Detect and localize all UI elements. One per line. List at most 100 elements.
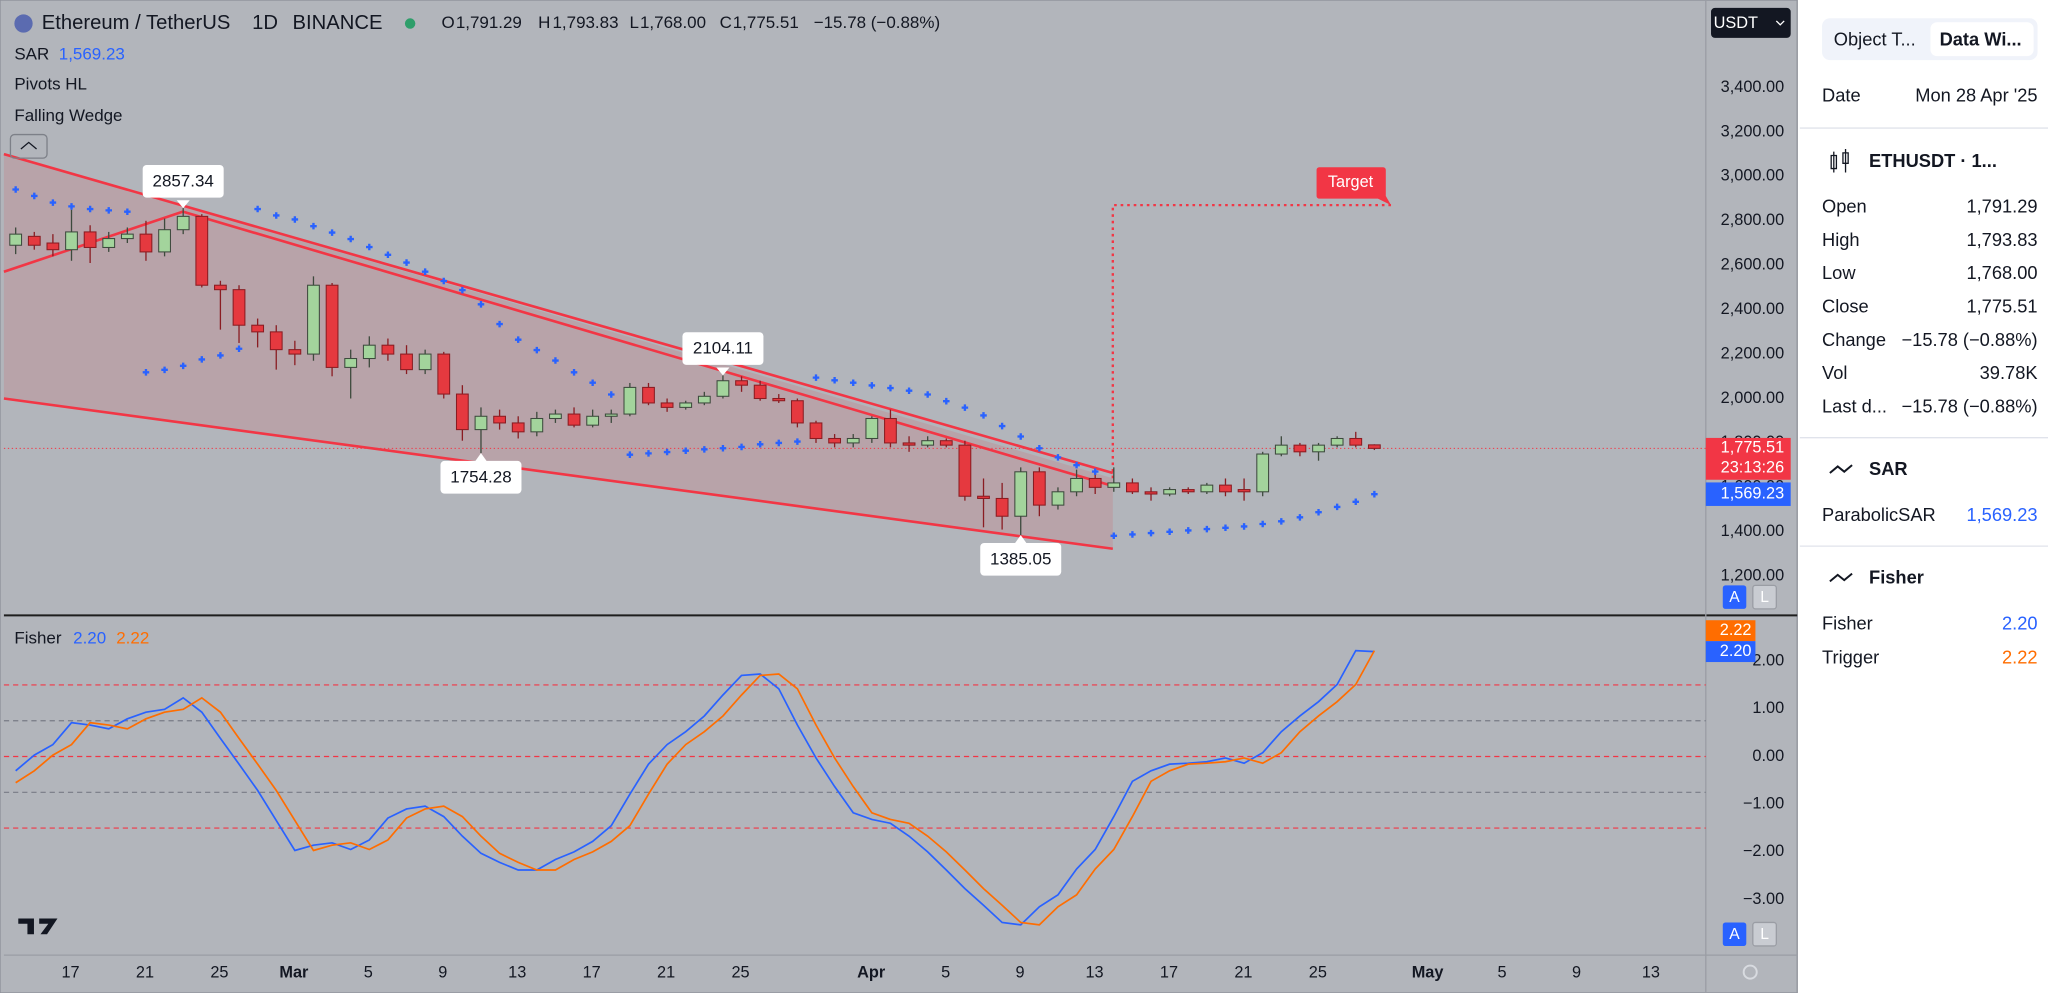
wedge-line	[3, 397, 1113, 551]
fisher-legend-value: 2.20	[73, 628, 106, 647]
x-tick-label: 5	[1498, 964, 1507, 982]
last-price-tag	[1705, 437, 1791, 480]
candle-body	[1014, 471, 1028, 517]
dw-label: Fisher	[1822, 612, 1873, 633]
candle-body	[586, 415, 600, 426]
symbol: Ethereum / TetherUS	[42, 12, 231, 34]
wedge-legend: Falling Wedge	[14, 106, 122, 125]
sar-dot	[1036, 444, 1043, 452]
candle-body	[83, 231, 97, 248]
interval: 1D	[252, 12, 278, 34]
auto-label: A	[1729, 589, 1740, 606]
candle-body	[362, 344, 376, 360]
currency: USDT	[1714, 14, 1758, 32]
x-tick-label: 5	[364, 964, 373, 982]
sar-dot	[868, 382, 876, 389]
auto-button[interactable]	[1722, 585, 1747, 609]
dw-label: Last d...	[1822, 395, 1887, 416]
currency-button[interactable]	[1711, 7, 1791, 38]
candle-body	[772, 397, 786, 402]
sar-dot	[49, 199, 57, 206]
candle-body	[884, 417, 897, 444]
candle-body	[530, 417, 544, 433]
y-tick-label: 1.00	[1752, 699, 1784, 717]
falling-wedge: Target	[3, 152, 1392, 551]
dw-value: 1,768.00	[1966, 262, 2037, 283]
candle-body	[1312, 444, 1325, 453]
target-label: Target	[1328, 173, 1374, 191]
candle-body	[697, 395, 711, 404]
sar-dot	[179, 362, 187, 370]
pivot-label: 1385.05	[990, 549, 1051, 568]
dw-value: −15.78 (−0.88%)	[1901, 329, 2037, 350]
sar-dot	[1091, 468, 1099, 475]
dw-value: 2.20	[2002, 612, 2038, 633]
auto-button[interactable]	[1722, 922, 1747, 946]
ohlc-key: H	[538, 13, 550, 32]
dw-label: Change	[1822, 329, 1886, 350]
sar-dot	[1352, 498, 1360, 506]
sar-dot	[1017, 433, 1024, 440]
pivot-pointer	[474, 453, 488, 463]
pivot-box	[142, 164, 224, 198]
pivots-legend: Pivots HL	[14, 74, 87, 93]
x-tick-label: 13	[1085, 964, 1103, 982]
sar-dot	[68, 203, 75, 210]
x-tick-label: 13	[508, 964, 526, 982]
collapse-button[interactable]	[9, 133, 48, 159]
ohlc-value: 1,791.29	[456, 13, 522, 32]
candle-body	[921, 440, 935, 446]
sar-dot	[310, 222, 317, 230]
x-tick-label: May	[1412, 964, 1444, 982]
log-button[interactable]	[1752, 584, 1777, 610]
candle-body	[307, 284, 320, 355]
sar-dot	[1240, 523, 1248, 530]
sar-dot	[105, 207, 112, 214]
sar-dot	[86, 205, 94, 213]
sar-dot	[1110, 532, 1118, 540]
x-tick-label: 9	[1572, 964, 1581, 982]
x-tick-label: 25	[1309, 964, 1327, 982]
sar-dot	[812, 374, 820, 381]
candle-body	[977, 495, 990, 499]
candle-body	[344, 358, 358, 368]
sar-dot	[403, 259, 410, 266]
pivot-label: 2857.34	[153, 171, 214, 190]
dw-value: −15.78 (−0.88%)	[1901, 395, 2037, 416]
dw-label: High	[1822, 229, 1860, 250]
target-tail	[1377, 195, 1392, 206]
y-tick-label: 2,200.00	[1721, 344, 1784, 362]
sar-tag-label: 1,569.23	[1721, 484, 1784, 502]
dw-value: 2.22	[2002, 646, 2038, 667]
candle-body	[604, 413, 618, 417]
candle-body	[1293, 444, 1307, 453]
settings-icon[interactable]	[1742, 964, 1758, 980]
sar-dot	[663, 448, 671, 456]
sar-dot	[794, 438, 801, 445]
log-label: L	[1760, 926, 1769, 943]
sar-dot	[849, 379, 857, 387]
sar-dot	[1222, 524, 1229, 532]
sar-dot	[626, 451, 634, 458]
candle-body	[1107, 482, 1121, 488]
fisher-tag	[1705, 641, 1756, 663]
sar-dot	[514, 336, 522, 343]
tab[interactable]: Object T...	[1834, 28, 1916, 49]
y-tick-label: 3,200.00	[1721, 122, 1784, 140]
candle-body	[251, 324, 265, 333]
sar-dot	[943, 397, 950, 405]
candle-body	[176, 215, 190, 231]
sar-dot	[1054, 454, 1062, 461]
x-tick-label: 5	[941, 964, 950, 982]
sar-dot	[887, 384, 894, 392]
x-tick-label: Apr	[857, 964, 886, 982]
log-button[interactable]	[1752, 921, 1777, 947]
tv-logo	[18, 918, 58, 935]
candle-body	[623, 386, 637, 415]
ohlc-key: C	[720, 13, 732, 32]
sar-dot	[570, 369, 578, 376]
sar-legend: SAR	[14, 44, 49, 63]
candle-body	[1126, 482, 1139, 493]
tab[interactable]: Data Wi...	[1940, 28, 2022, 49]
